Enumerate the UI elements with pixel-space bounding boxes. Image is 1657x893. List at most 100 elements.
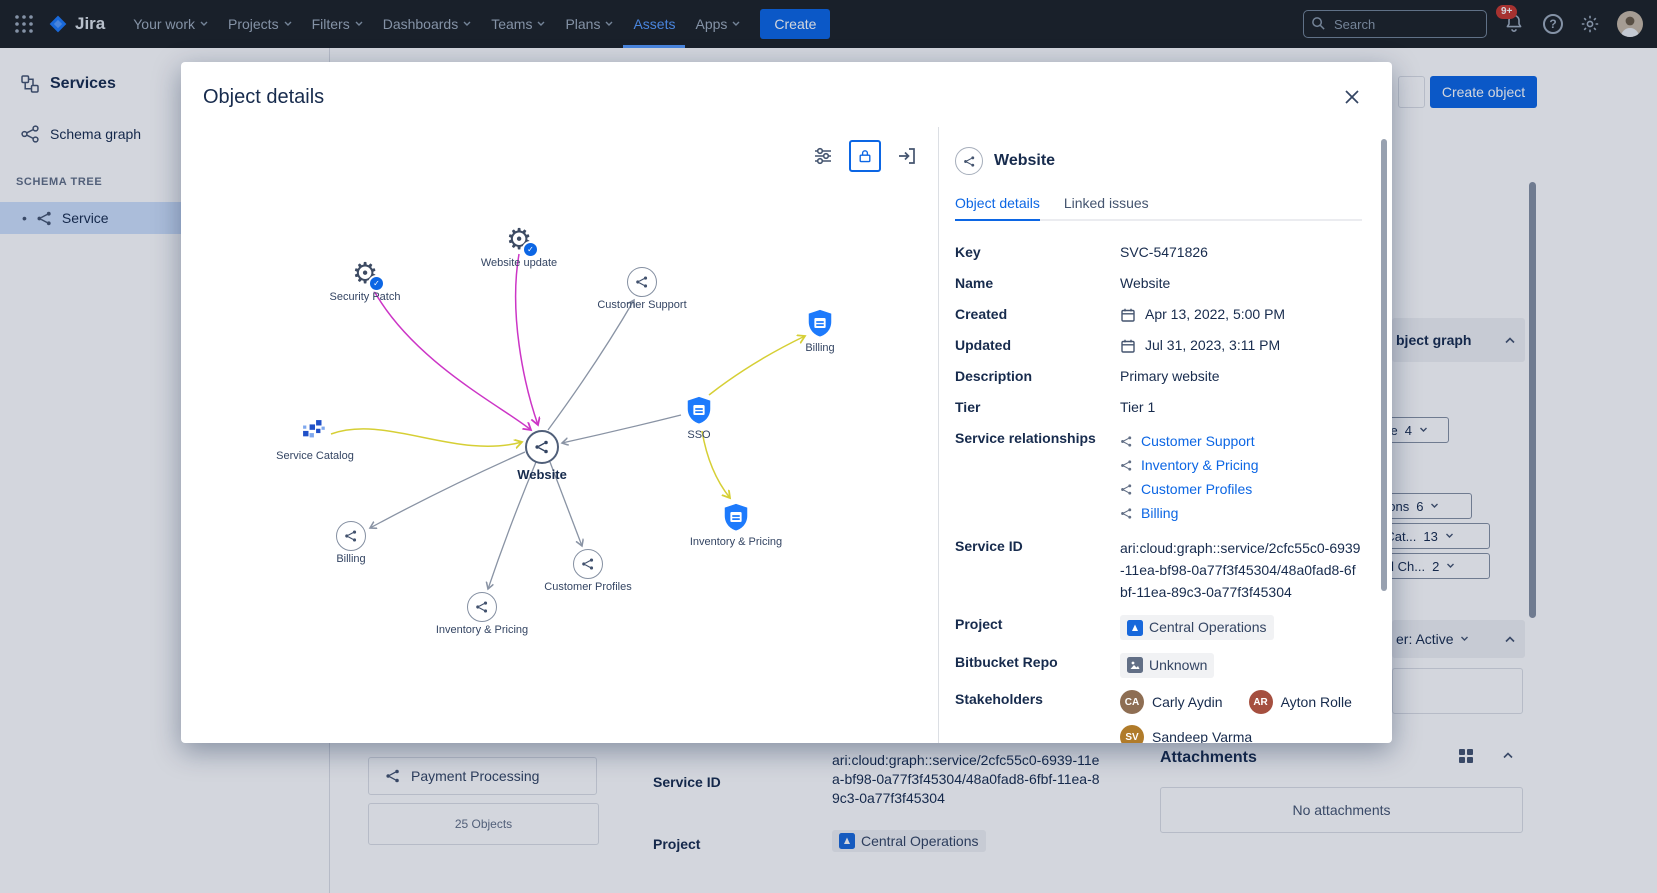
field-description: Description Primary website xyxy=(955,368,1220,384)
nav-item-projects[interactable]: Projects xyxy=(218,0,302,48)
nav-item-teams[interactable]: Teams xyxy=(481,0,555,48)
user-avatar[interactable] xyxy=(1617,11,1643,37)
nav-item-assets[interactable]: Assets xyxy=(623,0,685,48)
service-node-icon xyxy=(525,430,559,464)
stakeholder: CA Carly Aydin xyxy=(1120,690,1223,714)
page-scrollbar[interactable] xyxy=(1529,182,1536,618)
gear-icon: ⚙ ✓ xyxy=(503,225,539,258)
object-details-panel: Website Object details Linked issues Key… xyxy=(938,127,1392,743)
service-id-label: Service ID xyxy=(653,774,721,790)
graph-filter-button[interactable] xyxy=(807,140,839,172)
share-nodes-icon xyxy=(1121,459,1132,471)
field-service-relationships: Service relationships Customer Support I… xyxy=(955,429,1362,525)
gear-icon xyxy=(1581,15,1599,33)
graph-edges xyxy=(330,253,937,743)
chevron-down-icon xyxy=(355,21,363,26)
project-lozenge: Central Operations xyxy=(1120,615,1274,640)
graph-lock-button[interactable] xyxy=(849,140,881,172)
tree-bullet: • xyxy=(22,210,27,226)
chevron-up-icon[interactable] xyxy=(1503,752,1513,759)
relationship-customer-profiles[interactable]: Customer Profiles xyxy=(1141,480,1253,497)
relationship-link: Inventory & Pricing xyxy=(1120,453,1259,477)
jira-logo-icon xyxy=(49,15,67,33)
settings-button[interactable] xyxy=(1580,14,1600,34)
share-nodes-icon xyxy=(1121,483,1132,495)
share-nodes-icon xyxy=(37,211,51,225)
search-input[interactable] xyxy=(1303,10,1487,38)
field-service-id: Service ID ari:cloud:graph::service/2cfc… xyxy=(955,538,1361,600)
nav-item-plans[interactable]: Plans xyxy=(555,0,623,48)
object-list-item-payment-processing[interactable]: Payment Processing xyxy=(368,757,597,795)
services-icon xyxy=(21,75,39,93)
lock-icon xyxy=(859,150,871,163)
panel-scrollbar[interactable] xyxy=(1381,139,1387,591)
help-button[interactable]: ? xyxy=(1543,14,1563,34)
nav-item-apps[interactable]: Apps xyxy=(685,0,750,48)
partial-button-fragment[interactable] xyxy=(1398,76,1425,108)
top-navigation: Jira Your work Projects Filters Dashboar… xyxy=(0,0,1657,48)
exit-icon xyxy=(899,148,915,164)
object-details-modal: Object details xyxy=(181,62,1392,743)
app-switcher-icon[interactable] xyxy=(14,14,34,34)
filter-fragment[interactable]: er: Active xyxy=(1392,620,1525,658)
graph-edge xyxy=(549,461,582,546)
panel-tabs: Object details Linked issues xyxy=(955,195,1362,221)
relationship-billing[interactable]: Billing xyxy=(1141,504,1179,521)
stakeholder: SV Sandeep Varma xyxy=(1120,725,1252,743)
graph-edge xyxy=(370,451,526,528)
graph-edge xyxy=(547,300,634,431)
project-avatar-icon xyxy=(1127,619,1143,636)
jira-logo[interactable]: Jira xyxy=(48,14,105,34)
check-badge-icon: ✓ xyxy=(522,241,539,258)
object-type-icon xyxy=(955,147,983,175)
object-graph-section-header[interactable]: bject graph xyxy=(1392,318,1525,362)
chevron-down-icon xyxy=(1447,563,1455,568)
attachments-title: Attachments xyxy=(1160,749,1257,766)
tab-object-details[interactable]: Object details xyxy=(955,195,1040,221)
sidebar-item-schema-graph[interactable]: Schema graph xyxy=(20,124,329,144)
relationship-inventory-pricing[interactable]: Inventory & Pricing xyxy=(1141,456,1259,473)
avatar: AR xyxy=(1248,690,1273,714)
graph-exit-button[interactable] xyxy=(891,140,923,172)
avatar: CA xyxy=(1120,690,1144,714)
objects-count: 25 Objects xyxy=(368,803,599,845)
relationship-customer-support[interactable]: Customer Support xyxy=(1141,432,1255,449)
relationship-link: Customer Support xyxy=(1120,429,1259,453)
service-node-icon xyxy=(336,521,366,551)
nav-item-filters[interactable]: Filters xyxy=(302,0,373,48)
close-button[interactable] xyxy=(1340,84,1366,110)
chevron-down-icon xyxy=(200,21,208,26)
create-button[interactable]: Create xyxy=(760,9,831,39)
object-graph-canvas[interactable]: ⚙ ✓ Website update ⚙ ✓ Security Patch Cust… xyxy=(181,127,937,743)
search-icon xyxy=(1312,17,1325,30)
create-object-button[interactable]: Create object xyxy=(1430,76,1537,108)
shield-icon xyxy=(684,395,714,425)
tab-linked-issues[interactable]: Linked issues xyxy=(1063,195,1149,211)
service-id-value: ari:cloud:graph::service/2cfc55c0-6939-1… xyxy=(832,752,1100,806)
nav-item-your-work[interactable]: Your work xyxy=(123,0,218,48)
graph-edge xyxy=(708,336,805,396)
notifications-button[interactable]: 9+ xyxy=(1496,5,1526,35)
nav-item-dashboards[interactable]: Dashboards xyxy=(373,0,482,48)
check-badge-icon: ✓ xyxy=(368,275,385,292)
graph-edge xyxy=(514,253,538,425)
modal-title: Object details xyxy=(203,86,325,108)
graph-edge xyxy=(330,428,522,446)
schema-graph-icon xyxy=(21,125,39,143)
sidebar-title-services: Services xyxy=(20,74,329,94)
grid-view-icon[interactable] xyxy=(1458,748,1474,764)
chevron-down-icon xyxy=(605,21,613,26)
comment-input-fragment[interactable] xyxy=(1392,668,1523,714)
chevron-down-icon xyxy=(1431,503,1439,508)
field-key: Key SVC-5471826 xyxy=(955,244,1208,260)
chevron-up-icon xyxy=(1505,635,1515,642)
graph-edge xyxy=(372,288,531,430)
project-lozenge: Central Operations xyxy=(832,830,986,854)
avatar: SV xyxy=(1120,725,1144,743)
field-bitbucket-repo: Bitbucket Repo Unknown xyxy=(955,652,1362,679)
jira-logo-text: Jira xyxy=(75,14,106,33)
chevron-down-icon xyxy=(732,21,740,26)
project-avatar-icon xyxy=(839,833,855,849)
field-stakeholders: Stakeholders CA Carly Aydin AR Ayton Rol… xyxy=(955,690,1362,743)
object-fields: Key SVC-5471826 Name Website Created Apr… xyxy=(955,243,1362,743)
